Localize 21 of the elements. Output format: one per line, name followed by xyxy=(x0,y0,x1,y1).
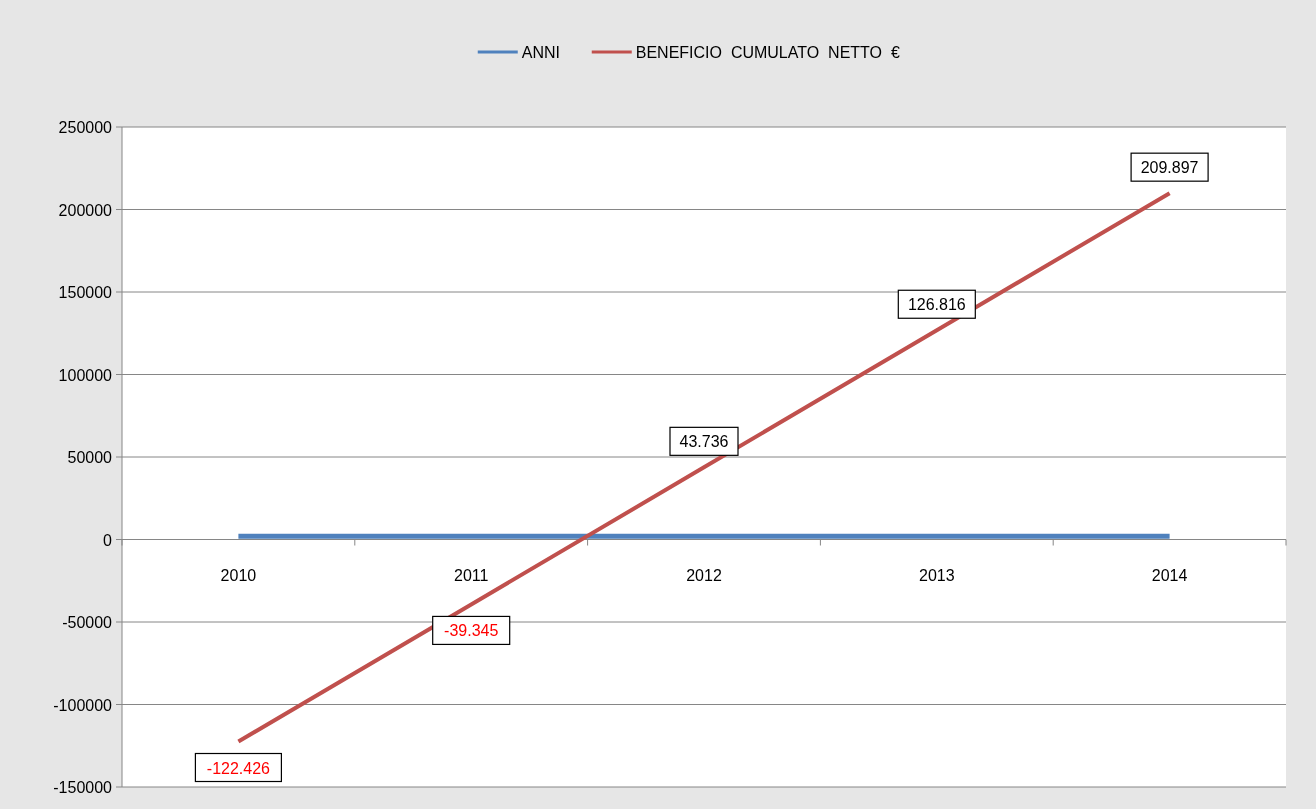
y-tick-label: 100000 xyxy=(58,366,113,384)
x-tick-label: 2010 xyxy=(220,566,257,584)
data-label: 209.897 xyxy=(1140,159,1199,177)
x-tick-label: 2012 xyxy=(686,566,722,584)
data-label: 126.816 xyxy=(907,296,966,314)
y-tick-label: 250000 xyxy=(58,119,113,136)
y-tick-label: 200000 xyxy=(58,201,113,219)
y-tick-label: -150000 xyxy=(53,779,113,796)
x-tick-label: 2013 xyxy=(919,566,955,584)
y-tick-label: 0 xyxy=(103,531,113,549)
data-label: -122.426 xyxy=(206,759,271,777)
data-label: -39.345 xyxy=(444,622,499,640)
legend-label: ANNI xyxy=(521,44,560,61)
data-label: 43.736 xyxy=(679,433,729,451)
y-tick-label: 150000 xyxy=(58,284,113,301)
x-tick-label: 2014 xyxy=(1151,566,1188,584)
y-tick-label: 50000 xyxy=(67,449,113,466)
y-tick-label: -100000 xyxy=(53,696,113,714)
legend-label: BENEFICIO CUMULATO NETTO € xyxy=(635,44,900,61)
x-tick-label: 2011 xyxy=(454,566,489,584)
y-tick-label: -50000 xyxy=(62,614,113,631)
